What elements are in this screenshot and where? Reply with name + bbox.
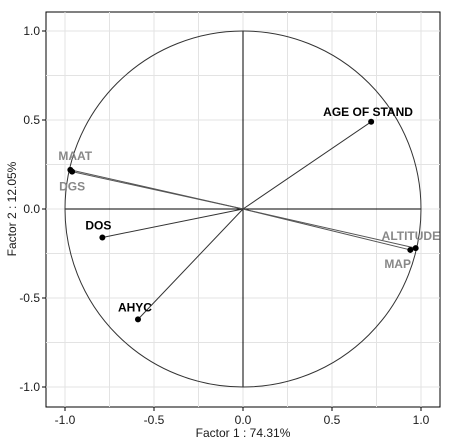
variable-vectors: AGE OF STAND MAAT DGS DOS AHYC ALTITUDE MAP — [58, 105, 440, 323]
label-dgs: DGS — [59, 180, 85, 194]
vector-dgs — [72, 171, 244, 210]
point-map — [407, 246, 414, 253]
y-tick-label: -0.5 — [19, 291, 40, 305]
point-dos — [99, 234, 106, 241]
x-tick-label: 0.5 — [324, 413, 341, 427]
x-axis-title: Factor 1 : 74.31% — [196, 426, 291, 440]
vector-dos — [102, 208, 244, 238]
label-ahyc: AHYC — [118, 300, 152, 314]
x-tick-label: 0.0 — [235, 413, 252, 427]
y-tick-label: 0.5 — [23, 113, 40, 127]
x-tick-label: -0.5 — [144, 413, 165, 427]
y-axis-title: Factor 2 : 12.05% — [5, 161, 19, 256]
vector-age-of-stand — [242, 121, 372, 210]
x-tick-label: -1.0 — [55, 413, 76, 427]
vector-map — [242, 208, 411, 251]
label-maat: MAAT — [58, 149, 92, 163]
label-dos: DOS — [85, 218, 111, 232]
point-altitude — [412, 245, 419, 252]
label-altitude: ALTITUDE — [382, 229, 440, 243]
label-map: MAP — [384, 257, 411, 271]
point-dgs — [69, 168, 76, 175]
point-ahyc — [134, 316, 141, 323]
label-age-of-stand: AGE OF STAND — [323, 105, 413, 119]
unit-circle — [64, 30, 422, 388]
y-tick-label: 0.0 — [23, 202, 40, 216]
tick-labels: -1.0 -0.5 0.0 0.5 1.0 1.0 0.5 0.0 -0.5 -1.0 — [19, 24, 429, 427]
x-tick-label: 1.0 — [413, 413, 430, 427]
y-tick-label: 1.0 — [23, 24, 40, 38]
vector-ahyc — [137, 208, 244, 320]
point-age-of-stand — [368, 118, 375, 125]
y-tick-label: -1.0 — [19, 380, 40, 394]
